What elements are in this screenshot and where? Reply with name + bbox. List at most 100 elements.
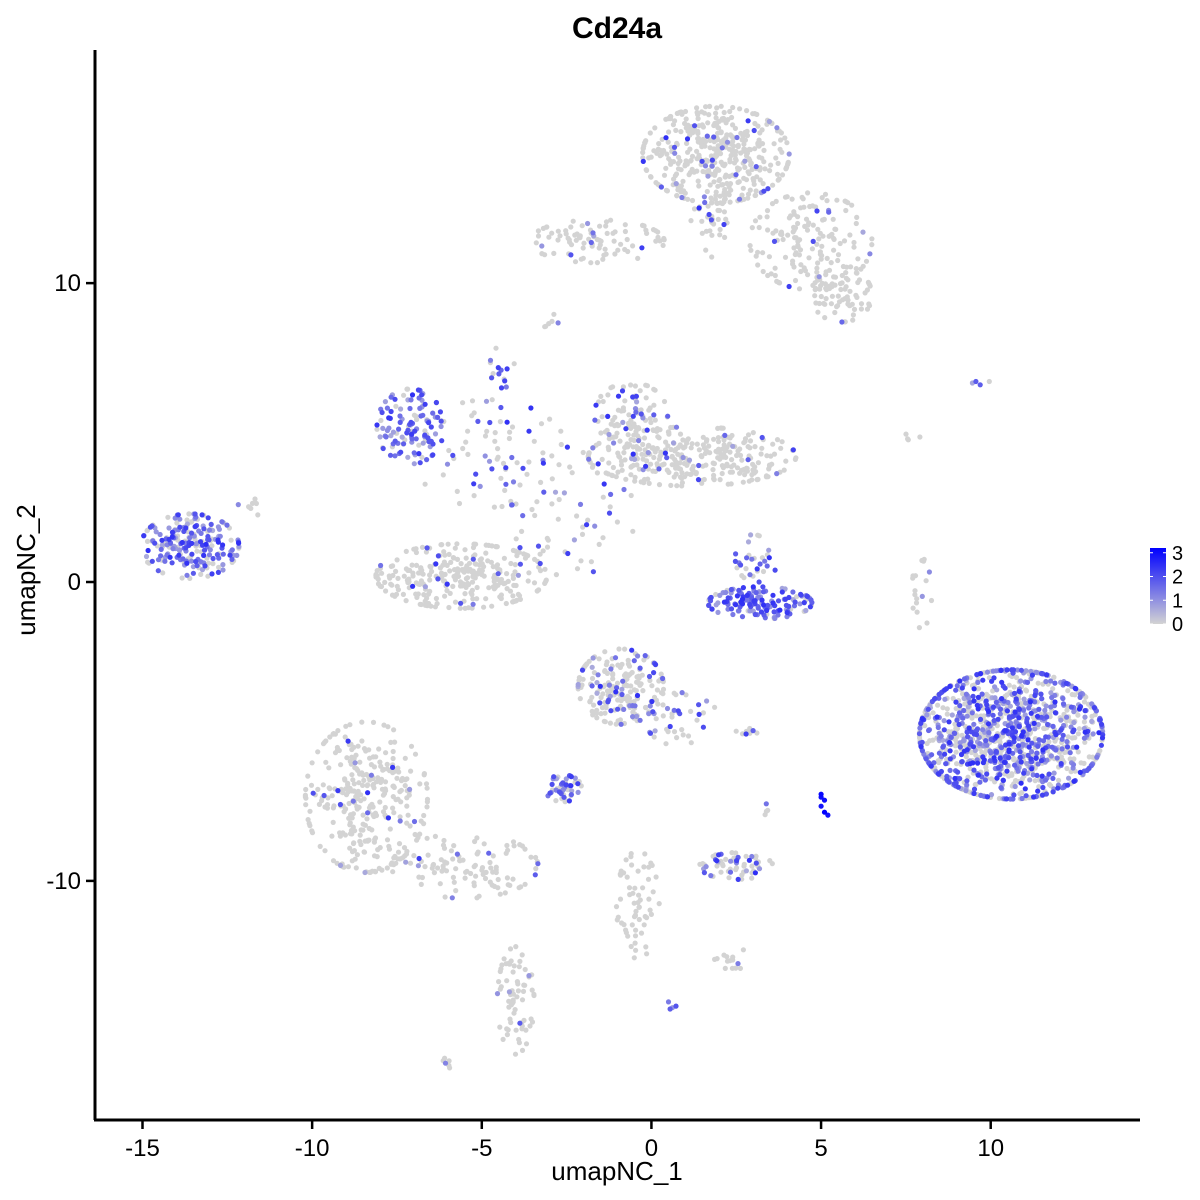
cell-point <box>460 857 466 863</box>
cell-point <box>450 856 456 862</box>
cell-point <box>714 148 720 155</box>
cell-point <box>647 907 653 913</box>
cell-point <box>740 479 746 485</box>
expressing-cell-point <box>1002 728 1008 734</box>
cell-point <box>332 750 339 756</box>
expressing-cell-point <box>620 678 626 684</box>
cell-point <box>912 588 918 594</box>
cell-point <box>715 207 721 213</box>
cell-point <box>633 947 639 953</box>
expressing-cell-point <box>633 409 639 415</box>
cell-point <box>412 751 419 757</box>
expressing-cell-point <box>825 812 831 818</box>
cell-point <box>441 837 447 844</box>
expressing-cell-point <box>1054 755 1060 761</box>
expressing-cell-point <box>766 118 773 125</box>
expressing-cell-point <box>179 539 185 546</box>
expressing-cell-point <box>473 471 479 477</box>
expressing-cell-point <box>1043 791 1049 797</box>
expressing-cell-point <box>1038 670 1045 677</box>
cell-point <box>749 166 755 173</box>
expressing-cell-point <box>149 558 155 564</box>
expressing-cell-point <box>1016 724 1022 730</box>
cell-point <box>707 182 713 188</box>
cell-point <box>722 447 728 453</box>
cell-point <box>630 462 637 468</box>
x-axis-label: umapNC_1 <box>551 1156 683 1186</box>
cell-point <box>611 434 617 440</box>
expressing-cell-point <box>590 655 596 661</box>
cell-point <box>628 943 634 950</box>
cell-point <box>682 163 688 169</box>
cell-point <box>755 142 761 148</box>
cell-point <box>814 241 820 247</box>
cell-point <box>686 172 692 178</box>
expressing-cell-point <box>495 365 501 371</box>
expressing-cell-point <box>152 540 158 546</box>
expressing-cell-point <box>1011 739 1017 745</box>
cell-point <box>656 901 662 907</box>
expressing-cell-point <box>810 238 816 244</box>
expressing-cell-point <box>686 457 693 463</box>
cell-point <box>360 782 366 789</box>
cell-point <box>864 306 871 312</box>
expressing-cell-point <box>435 553 441 559</box>
expressing-cell-point <box>520 465 526 471</box>
expressing-cell-point <box>420 440 426 446</box>
cell-point <box>371 764 377 770</box>
cell-point <box>307 823 313 829</box>
cell-point <box>603 219 610 225</box>
cell-point <box>672 448 678 454</box>
cell-point <box>638 407 644 413</box>
expressing-cell-point <box>673 181 679 187</box>
x-tick-label: 10 <box>977 1135 1004 1162</box>
cell-point <box>602 649 608 655</box>
expressing-cell-point <box>621 706 627 713</box>
expressing-cell-point <box>977 741 983 747</box>
cell-point <box>366 837 372 843</box>
expressing-cell-point <box>1070 762 1077 768</box>
expressing-cell-point <box>706 602 712 609</box>
expressing-cell-point <box>964 778 970 784</box>
cell-point <box>568 224 574 230</box>
expressing-cell-point <box>176 552 182 558</box>
expressing-cell-point <box>671 707 677 713</box>
expressing-cell-point <box>1039 792 1046 798</box>
expressing-cell-point <box>759 434 765 441</box>
cell-point <box>670 159 677 165</box>
cell-point <box>723 120 729 126</box>
expressing-cell-point <box>792 599 798 605</box>
cell-point <box>407 860 414 866</box>
cell-point <box>515 981 521 987</box>
cell-point <box>184 517 190 523</box>
cell-point <box>797 247 804 253</box>
cell-point <box>249 500 256 506</box>
cell-point <box>717 226 723 233</box>
cell-point <box>558 441 564 448</box>
cell-point <box>601 718 607 724</box>
expressing-cell-point <box>220 567 226 573</box>
cell-point <box>747 187 753 193</box>
cell-point <box>1046 739 1052 745</box>
expressing-cell-point <box>198 530 204 537</box>
expressing-cell-point <box>701 870 708 876</box>
cell-point <box>721 109 727 116</box>
cell-point <box>742 164 748 170</box>
expressing-cell-point <box>942 696 948 702</box>
expressing-cell-point <box>969 710 975 716</box>
cell-point <box>624 676 630 682</box>
expressing-cell-point <box>709 606 715 612</box>
expressing-cell-point <box>397 419 403 425</box>
cell-point <box>812 293 818 299</box>
cell-point <box>401 392 407 398</box>
expressing-cell-point <box>619 691 625 698</box>
expressing-cell-point <box>984 669 991 675</box>
expressing-cell-point <box>1003 796 1010 802</box>
expressing-cell-point <box>971 790 977 797</box>
cell-point <box>851 239 857 246</box>
expressing-cell-point <box>790 589 796 595</box>
cell-point <box>521 551 527 557</box>
expressing-cell-point <box>193 541 199 547</box>
cell-point <box>653 874 659 880</box>
cell-point <box>683 692 689 698</box>
